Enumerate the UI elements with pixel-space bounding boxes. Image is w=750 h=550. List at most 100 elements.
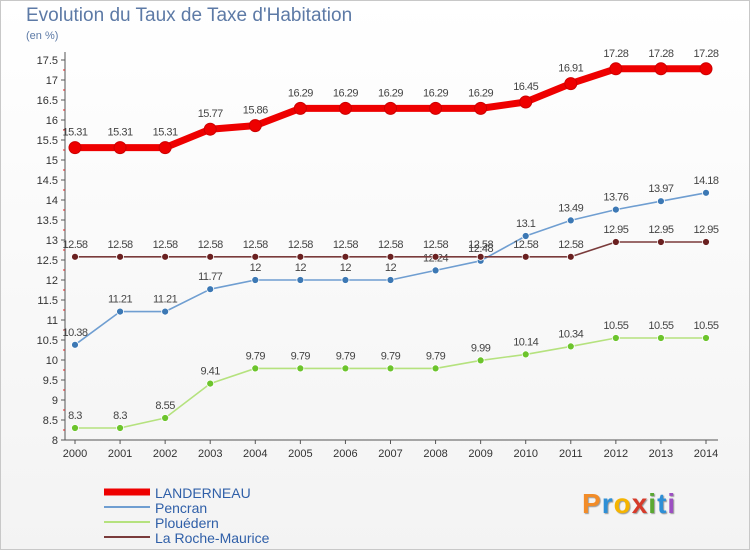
data-label: 9.99 [471,342,491,354]
data-label: 10.38 [62,327,87,339]
data-point [386,364,395,373]
data-label: 12 [385,262,397,274]
data-label: 12.58 [243,239,268,251]
data-label: 15.31 [153,127,178,139]
data-label: 10.14 [513,336,538,348]
data-point [203,122,217,136]
data-label: 16.29 [423,87,448,99]
data-point [521,232,530,240]
data-label: 9.79 [336,350,356,362]
data-point [296,252,305,261]
data-label: 12 [340,262,352,274]
data-label: 16.91 [558,63,583,75]
data-point [251,364,260,373]
data-point [68,141,82,155]
data-label: 12.58 [468,239,493,251]
data-point [564,77,578,91]
y-tick-label: 8 [52,435,58,447]
data-point [293,101,307,115]
x-tick-label: 2013 [649,448,673,460]
brand-letter: t [657,488,668,519]
y-tick-label: 17 [46,75,58,87]
data-point [657,238,665,246]
data-point [116,307,124,316]
y-tick-label: 11.5 [37,295,58,307]
data-label: 13.97 [648,183,673,195]
data-label: 16.29 [333,87,358,99]
x-tick-label: 2004 [243,448,267,460]
data-point [386,276,395,284]
data-point [476,252,485,261]
data-label: 12 [295,262,307,274]
data-label: 12.95 [648,224,673,236]
x-tick-label: 2006 [333,448,357,460]
y-tick-label: 17.5 [37,55,58,67]
data-label: 13.1 [516,218,536,230]
chart-unit-label: (en %) [26,30,59,42]
data-point [161,252,170,261]
data-point [702,334,710,342]
data-point [657,334,665,342]
brand-letter: x [631,488,649,519]
data-point [206,252,215,261]
data-label: 12.58 [333,239,358,251]
data-point [296,276,305,284]
legend-label: Plouédern [155,515,219,531]
x-tick-label: 2012 [604,448,628,460]
x-tick-label: 2005 [288,448,312,460]
data-label: 12.95 [603,224,628,236]
y-tick-label: 12.5 [37,255,58,267]
axes: 8 8.5 9 9.5 10 10.5 11 11.5 12 12.5 13 13.5 14 14.5 15… [37,52,718,460]
y-tick-label: 11 [47,315,58,327]
data-label: 12.58 [108,239,133,251]
data-label: 12.58 [423,239,448,251]
y-tick-label: 12 [46,275,58,287]
data-point [702,188,710,197]
data-label: 15.86 [243,105,268,117]
legend-label: LANDERNEAU [155,485,251,501]
data-label: 12.58 [153,239,178,251]
data-label: 9.79 [381,350,401,362]
data-label: 14.18 [693,175,718,187]
series-la-roche-maurice: 12.58 12.58 12.58 12.58 12.58 12.58 12.58 12.58… [62,224,719,261]
data-label: 15.31 [62,127,87,139]
data-point [248,119,262,133]
data-point [116,252,124,261]
x-tick-label: 2002 [153,448,177,460]
data-label: 17.28 [693,48,718,60]
brand-letter: r [601,488,614,519]
data-label: 9.41 [201,366,221,378]
legend-item: LANDERNEAU [104,485,251,501]
data-label: 12.58 [288,239,313,251]
data-label: 12.58 [378,239,403,251]
brand-logo: Proxiti [582,488,676,520]
data-label: 8.55 [155,400,175,412]
data-point [386,252,395,261]
series-pencran: 10.3811.2111.2111.771212121212.2412.4813… [62,175,719,349]
data-point [338,101,352,115]
x-tick-label: 2003 [198,448,222,460]
x-tick-label: 2011 [559,448,583,460]
data-point [161,307,170,316]
x-tick-label: 2000 [63,448,87,460]
y-tick-label: 13.5 [37,215,58,227]
data-label: 12.58 [558,239,583,251]
data-label: 17.28 [603,48,628,60]
y-tick-label: 14.5 [37,175,58,187]
data-label: 8.3 [68,410,82,422]
y-tick-label: 15 [46,155,58,167]
data-point [566,252,575,261]
data-point [521,350,530,359]
x-tick-label: 2014 [694,448,718,460]
data-point [611,238,620,246]
data-label: 11.77 [198,271,223,283]
data-point [431,266,440,275]
data-point [654,62,668,76]
data-label: 13.49 [558,202,583,214]
data-label: 12.58 [62,239,87,251]
y-tick-label: 16.5 [37,95,58,107]
data-label: 16.29 [468,87,493,99]
legend-label: Pencran [155,500,207,516]
brand-letter: i [648,488,658,519]
